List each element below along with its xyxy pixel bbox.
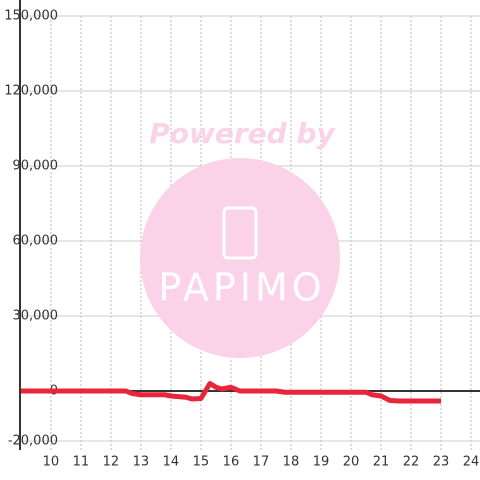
- y-tick-label: 60,000: [13, 234, 59, 249]
- x-tick-label: 10: [43, 455, 60, 470]
- y-tick-label: 150,000: [4, 9, 58, 24]
- y-tick-label: -20,000: [8, 434, 58, 449]
- watermark-brand: PAPIMO: [158, 266, 325, 310]
- watermark-icon: [222, 206, 258, 260]
- x-tick-label: 24: [463, 455, 480, 470]
- y-tick-label: 30,000: [13, 309, 59, 324]
- x-tick-label: 18: [283, 455, 300, 470]
- x-tick-label: 16: [223, 455, 240, 470]
- x-tick-label: 12: [103, 455, 120, 470]
- x-tick-label: 19: [313, 455, 330, 470]
- y-tick-label: 90,000: [13, 159, 59, 174]
- y-tick-label: 120,000: [4, 84, 58, 99]
- x-tick-label: 14: [163, 455, 180, 470]
- x-tick-label: 17: [253, 455, 270, 470]
- x-tick-label: 23: [433, 455, 450, 470]
- x-tick-label: 15: [193, 455, 210, 470]
- x-tick-label: 22: [403, 455, 420, 470]
- x-tick-label: 11: [73, 455, 90, 470]
- x-tick-label: 20: [343, 455, 360, 470]
- watermark-title: Powered by: [149, 117, 336, 150]
- data-line: [20, 381, 441, 404]
- x-tick-label: 13: [133, 455, 150, 470]
- x-tick-label: 21: [373, 455, 390, 470]
